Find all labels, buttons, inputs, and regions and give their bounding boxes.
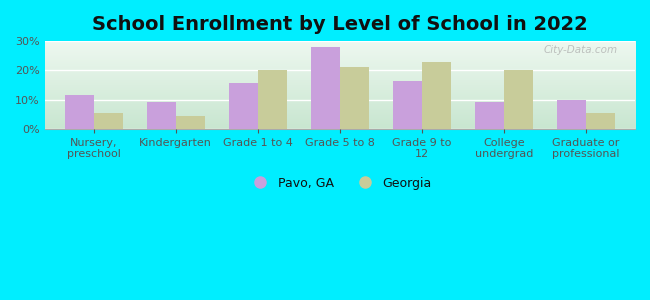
- Text: City-Data.com: City-Data.com: [543, 46, 618, 56]
- Bar: [475, 102, 504, 129]
- Bar: [422, 61, 450, 129]
- Bar: [393, 80, 422, 129]
- Bar: [504, 70, 532, 129]
- Bar: [258, 70, 287, 129]
- Bar: [94, 113, 122, 129]
- Title: School Enrollment by Level of School in 2022: School Enrollment by Level of School in …: [92, 15, 588, 34]
- Bar: [176, 116, 205, 129]
- Bar: [65, 95, 94, 129]
- Bar: [147, 102, 176, 129]
- Bar: [229, 83, 258, 129]
- Bar: [340, 68, 369, 129]
- Bar: [311, 47, 340, 129]
- Legend: Pavo, GA, Georgia: Pavo, GA, Georgia: [243, 172, 437, 195]
- Bar: [586, 113, 614, 129]
- Bar: [557, 100, 586, 129]
